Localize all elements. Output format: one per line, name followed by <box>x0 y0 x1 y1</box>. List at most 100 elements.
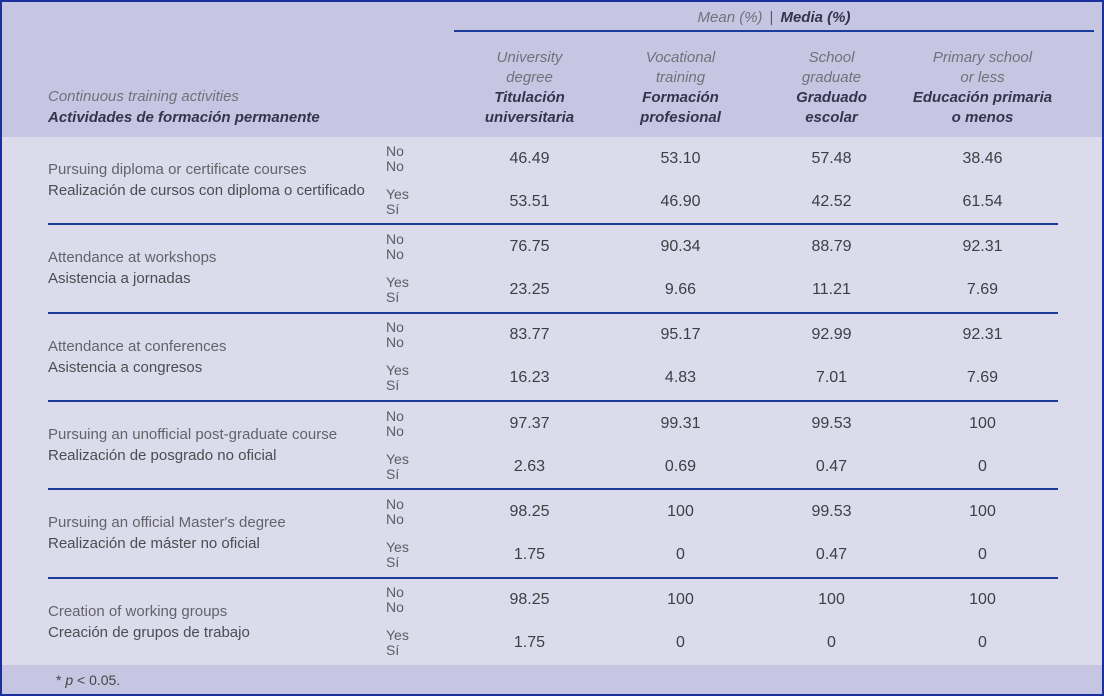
activity-label: Creation of working groups Creación de g… <box>2 579 386 665</box>
cell-value: 57.48 <box>811 149 852 167</box>
activity-label: Pursuing diploma or certificate courses … <box>2 137 386 223</box>
table-body: Pursuing diploma or certificate courses … <box>2 137 1102 665</box>
cell-value: 0 <box>676 546 685 564</box>
row-header: Continuous training activities Actividad… <box>2 86 454 128</box>
cell-value: 53.10 <box>660 149 701 167</box>
no-label: No No <box>386 319 404 351</box>
table-header: Mean (%) | Media (%) Continuous training a… <box>2 2 1102 137</box>
cell-value: 7.01 <box>815 369 848 387</box>
cell-value: 92.31 <box>962 326 1003 344</box>
footnote-text: < 0.05. <box>73 671 121 688</box>
column-header-en: Primary school or less <box>932 49 1033 86</box>
yes-label: Yes Sí <box>386 627 409 659</box>
cell-value: 11.21 <box>812 281 851 299</box>
no-label: No No <box>386 407 404 439</box>
cell-value: 53.51 <box>509 192 550 210</box>
column-header-school-graduate: School graduate Graduado escolar <box>756 48 907 128</box>
cell-value: 42.52 <box>811 192 852 210</box>
cell-value: 97.37 <box>509 414 550 432</box>
row-header-es: Actividades de formación permanente <box>48 109 320 126</box>
cell-value: 1.75 <box>513 634 546 652</box>
cell-value: 46.90 <box>660 192 701 210</box>
activity-label-en: Pursuing an official Master's degree <box>48 514 286 532</box>
row-group-masters-degree: Pursuing an official Master's degree Rea… <box>2 490 1102 576</box>
cell-value: 88.79 <box>811 237 852 255</box>
cell-value: 0 <box>978 457 987 475</box>
row-group-diploma-courses: Pursuing diploma or certificate courses … <box>2 137 1102 223</box>
mean-header: Mean (%) | Media (%) <box>454 2 1094 32</box>
cell-value: 61.54 <box>962 192 1003 210</box>
cell-value: 83.77 <box>509 326 550 344</box>
row-group-working-groups: Creation of working groups Creación de g… <box>2 579 1102 665</box>
column-header-es: Formación profesional <box>640 89 721 126</box>
cell-value: 99.31 <box>660 414 701 432</box>
activity-label-en: Creation of working groups <box>48 602 228 620</box>
cell-value: 99.53 <box>811 414 852 432</box>
row-divider <box>48 576 1058 579</box>
footnote-star: * <box>56 671 66 688</box>
column-header-en: Vocational training <box>645 49 716 86</box>
cell-value: 46.49 <box>509 149 550 167</box>
column-header-primary-school: Primary school or less Educación primari… <box>907 48 1058 128</box>
cell-value: 0.47 <box>815 546 848 564</box>
cell-value: 98.25 <box>509 502 550 520</box>
row-group-workshops: Attendance at workshops Asistencia a jor… <box>2 225 1102 311</box>
row-group-conferences: Attendance at conferences Asistencia a c… <box>2 314 1102 400</box>
mean-pipe-separator: | <box>769 9 774 26</box>
yes-label: Yes Sí <box>386 185 409 217</box>
cell-value: 95.17 <box>660 326 701 344</box>
row-divider <box>48 311 1058 314</box>
yes-label: Yes Sí <box>386 450 409 482</box>
mean-header-row: Mean (%) | Media (%) <box>2 2 1102 35</box>
yes-label: Yes Sí <box>386 539 409 571</box>
activity-label: Pursuing an official Master's degree Rea… <box>2 490 386 576</box>
row-divider <box>48 223 1058 226</box>
activity-label-en: Pursuing diploma or certificate courses <box>48 161 307 179</box>
activity-label-en: Attendance at workshops <box>48 249 217 267</box>
cell-value: 0 <box>827 634 836 652</box>
activity-label-es: Creación de grupos de trabajo <box>48 623 250 641</box>
activity-label-es: Realización de cursos con diploma o cert… <box>48 182 365 200</box>
cell-value: 0 <box>978 634 987 652</box>
mean-label-es: Media (%) <box>780 9 851 26</box>
cell-value: 100 <box>667 591 694 609</box>
cell-value: 100 <box>969 591 996 609</box>
cell-value: 0 <box>676 634 685 652</box>
row-divider <box>48 488 1058 491</box>
yes-label: Yes Sí <box>386 274 409 306</box>
row-header-en: Continuous training activities <box>48 88 239 105</box>
cell-value: 7.69 <box>966 281 999 299</box>
cell-value: 23.25 <box>509 281 550 299</box>
cell-value: 4.83 <box>664 369 697 387</box>
cell-value: 0.69 <box>664 457 697 475</box>
cell-value: 38.46 <box>962 149 1003 167</box>
activity-label-es: Realización de posgrado no oficial <box>48 447 277 465</box>
no-label: No No <box>386 230 404 262</box>
activity-label-es: Asistencia a congresos <box>48 358 203 376</box>
column-header-en: University degree <box>496 49 563 86</box>
row-divider <box>48 399 1058 402</box>
cell-value: 100 <box>667 502 694 520</box>
cell-value: 100 <box>969 502 996 520</box>
activity-label-es: Asistencia a jornadas <box>48 270 191 288</box>
cell-value: 90.34 <box>660 237 701 255</box>
column-header-es: Educación primaria o menos <box>912 89 1053 126</box>
cell-value: 99.53 <box>811 502 852 520</box>
activity-label: Pursuing an unofficial post-graduate cou… <box>2 402 386 488</box>
cell-value: 76.75 <box>509 237 550 255</box>
cell-value: 0 <box>978 546 987 564</box>
no-label: No No <box>386 495 404 527</box>
cell-value: 9.66 <box>664 281 697 299</box>
activity-label-en: Attendance at conferences <box>48 337 227 355</box>
column-headers-row: Continuous training activities Actividad… <box>2 48 1102 137</box>
row-group-postgraduate-course: Pursuing an unofficial post-graduate cou… <box>2 402 1102 488</box>
column-header-es: Titulación universitaria <box>484 89 575 126</box>
column-header-vocational-training: Vocational training Formación profesiona… <box>605 48 756 128</box>
activity-label: Attendance at conferences Asistencia a c… <box>2 314 386 400</box>
cell-value: 0.47 <box>815 457 848 475</box>
cell-value: 7.69 <box>966 369 999 387</box>
no-label: No No <box>386 142 404 174</box>
column-header-university-degree: University degree Titulación universitar… <box>454 48 605 128</box>
cell-value: 1.75 <box>513 546 546 564</box>
